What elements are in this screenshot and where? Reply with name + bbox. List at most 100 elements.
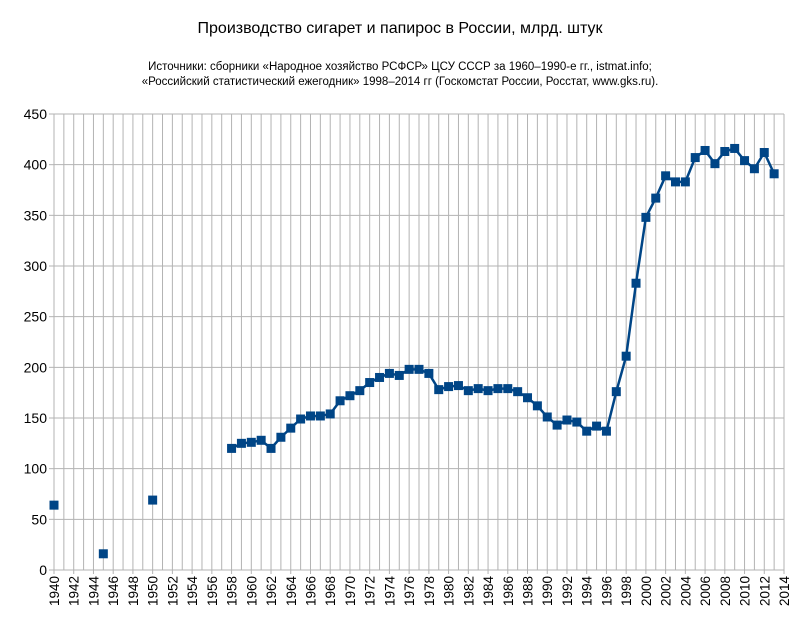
data-point bbox=[582, 426, 592, 436]
data-point bbox=[651, 193, 661, 203]
series-line bbox=[230, 147, 776, 450]
x-tick-label: 1942 bbox=[67, 576, 82, 606]
data-point bbox=[769, 169, 779, 179]
x-tick-label: 1962 bbox=[264, 576, 279, 606]
x-tick-label: 1990 bbox=[540, 576, 555, 606]
x-tick-label: 1972 bbox=[363, 576, 378, 606]
data-point bbox=[345, 391, 355, 401]
data-point bbox=[246, 437, 256, 447]
x-tick-label: 1960 bbox=[244, 576, 259, 606]
data-point bbox=[286, 423, 296, 433]
chart-subtitle: Источники: сборники «Народное хозяйство … bbox=[0, 60, 800, 90]
data-point bbox=[641, 212, 651, 222]
x-tick-label: 1986 bbox=[501, 576, 516, 606]
y-tick-label: 0 bbox=[39, 562, 47, 578]
data-point bbox=[276, 432, 286, 442]
data-point bbox=[572, 417, 582, 427]
data-point bbox=[680, 177, 690, 187]
series-points bbox=[49, 143, 779, 559]
data-point bbox=[404, 364, 414, 374]
data-point bbox=[315, 411, 325, 421]
x-tick-label: 2008 bbox=[718, 576, 733, 606]
x-tick-label: 2004 bbox=[678, 576, 693, 607]
y-axis-ticks: 0 50 100 150 200 250 300 350 400 450 bbox=[24, 106, 48, 578]
data-point bbox=[523, 393, 533, 403]
axes bbox=[49, 113, 785, 574]
data-point bbox=[749, 164, 759, 174]
x-tick-label: 1946 bbox=[106, 576, 121, 606]
y-tick-label: 450 bbox=[24, 106, 48, 122]
x-tick-label: 1966 bbox=[303, 576, 318, 606]
data-point bbox=[562, 415, 572, 425]
data-point bbox=[256, 435, 266, 445]
x-tick-label: 1968 bbox=[323, 576, 338, 606]
data-point bbox=[552, 420, 562, 430]
x-tick-label: 2002 bbox=[659, 576, 674, 606]
data-point bbox=[414, 364, 424, 374]
x-tick-label: 2006 bbox=[698, 576, 713, 606]
data-point bbox=[453, 381, 463, 391]
x-tick-label: 2012 bbox=[757, 576, 772, 606]
data-point bbox=[483, 386, 493, 396]
data-point bbox=[710, 159, 720, 169]
data-point bbox=[700, 145, 710, 155]
x-tick-label: 1954 bbox=[185, 576, 200, 607]
x-tick-label: 1958 bbox=[225, 576, 240, 606]
data-point bbox=[384, 368, 394, 378]
data-point bbox=[532, 401, 542, 411]
x-axis-ticks: 1940 1942 1944 1946 1948 1950 1952 1954 1956 1958… bbox=[47, 576, 792, 607]
x-tick-label: 1996 bbox=[599, 576, 614, 606]
data-point bbox=[740, 156, 750, 166]
grid bbox=[53, 113, 785, 571]
data-point bbox=[592, 421, 602, 431]
x-tick-label: 1940 bbox=[47, 576, 62, 606]
x-tick-label: 1982 bbox=[461, 576, 476, 606]
y-tick-label: 200 bbox=[24, 359, 48, 375]
x-tick-label: 1994 bbox=[580, 576, 595, 607]
x-tick-label: 1988 bbox=[521, 576, 536, 606]
series-lines bbox=[230, 147, 776, 450]
data-point bbox=[621, 351, 631, 361]
chart-title: Производство сигарет и папирос в России,… bbox=[197, 20, 603, 37]
data-point bbox=[661, 171, 671, 181]
data-point bbox=[98, 549, 108, 559]
data-point bbox=[601, 426, 611, 436]
x-tick-label: 2014 bbox=[777, 576, 792, 607]
x-tick-label: 1976 bbox=[402, 576, 417, 606]
data-point bbox=[148, 495, 158, 505]
data-point bbox=[463, 386, 473, 396]
data-point bbox=[503, 384, 513, 394]
x-tick-label: 1980 bbox=[442, 576, 457, 606]
x-tick-label: 2010 bbox=[738, 576, 753, 606]
x-tick-label: 1974 bbox=[382, 576, 397, 607]
data-point bbox=[49, 500, 59, 510]
x-tick-label: 1984 bbox=[481, 576, 496, 607]
y-tick-label: 50 bbox=[31, 511, 47, 527]
data-point bbox=[424, 368, 434, 378]
x-tick-label: 2000 bbox=[639, 576, 654, 606]
y-tick-label: 150 bbox=[24, 410, 48, 426]
x-tick-label: 1956 bbox=[205, 576, 220, 606]
x-tick-label: 1978 bbox=[422, 576, 437, 606]
data-point bbox=[690, 153, 700, 163]
y-tick-label: 400 bbox=[24, 157, 48, 173]
subtitle-line-2: «Российский статистический ежегодник» 19… bbox=[141, 76, 659, 88]
x-tick-label: 1992 bbox=[560, 576, 575, 606]
data-point bbox=[355, 386, 365, 396]
x-tick-label: 1970 bbox=[343, 576, 358, 606]
x-tick-label: 1950 bbox=[146, 576, 161, 606]
x-tick-label: 1952 bbox=[165, 576, 180, 606]
data-point bbox=[542, 412, 552, 422]
data-point bbox=[296, 414, 306, 424]
data-point bbox=[266, 443, 276, 453]
data-point bbox=[611, 387, 621, 397]
data-point bbox=[236, 438, 246, 448]
x-tick-label: 1948 bbox=[126, 576, 141, 606]
data-point bbox=[473, 384, 483, 394]
x-tick-label: 1944 bbox=[86, 576, 101, 607]
data-point bbox=[394, 370, 404, 380]
data-point bbox=[759, 148, 769, 158]
data-point bbox=[434, 385, 444, 395]
data-point bbox=[631, 278, 641, 288]
